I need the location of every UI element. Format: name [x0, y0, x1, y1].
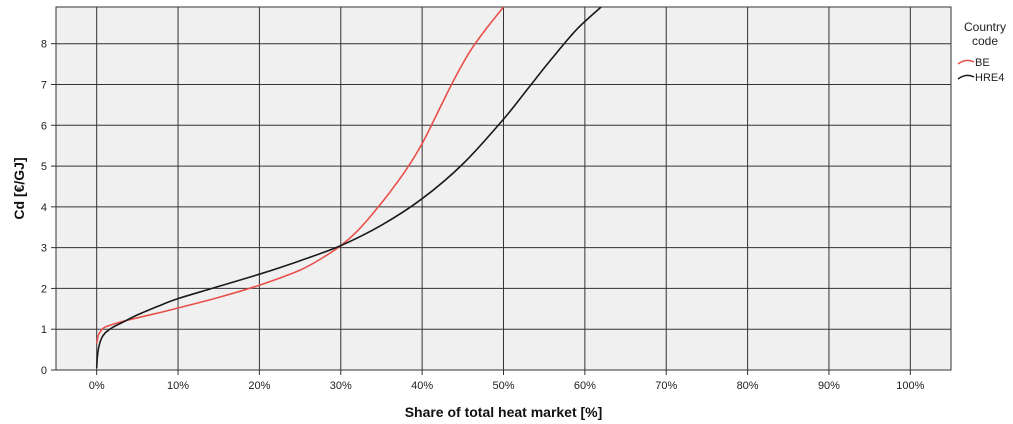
series-line-hre4 [95, 7, 602, 369]
series-lines [95, 7, 602, 369]
series-line-be [95, 7, 505, 344]
x-tick-label: 10% [167, 380, 189, 392]
x-tick-label: 0% [89, 380, 105, 392]
y-tick-label: 4 [41, 202, 47, 214]
x-tick-label: 50% [492, 380, 514, 392]
y-axis-title: Cd [€/GJ] [11, 157, 27, 219]
x-tick-label: 90% [818, 380, 840, 392]
x-tick-label: 20% [248, 380, 270, 392]
legend-title-line-1: Country [964, 20, 1006, 34]
y-tick-label: 5 [41, 161, 47, 173]
x-tick-label: 60% [574, 380, 596, 392]
x-tick-label: 100% [896, 380, 924, 392]
x-tick-label: 30% [330, 380, 352, 392]
x-axis: 0% 10% 20% 30% 40% 50% 60% 70% 80% 90% 100% [89, 370, 925, 392]
legend-title-line-2: code [972, 34, 998, 48]
y-tick-label: 3 [41, 243, 47, 255]
x-tick-label: 80% [737, 380, 759, 392]
x-axis-title: Share of total heat market [%] [405, 404, 603, 420]
y-tick-label: 0 [41, 365, 47, 377]
legend-label-hre4: HRE4 [975, 72, 1004, 84]
y-tick-label: 8 [41, 39, 47, 51]
legend-label-be: BE [975, 57, 990, 69]
y-tick-label: 6 [41, 120, 47, 132]
x-tick-label: 40% [411, 380, 433, 392]
legend-swatch-hre4 [957, 74, 975, 80]
y-tick-label: 1 [41, 324, 47, 336]
y-tick-label: 7 [41, 79, 47, 91]
legend: Country code BE HRE4 [957, 20, 1006, 84]
x-tick-label: 70% [655, 380, 677, 392]
grid [56, 7, 951, 371]
y-axis: 0 1 2 3 4 5 6 7 8 [41, 39, 56, 377]
legend-swatch-be [957, 59, 975, 65]
y-tick-label: 2 [41, 283, 47, 295]
